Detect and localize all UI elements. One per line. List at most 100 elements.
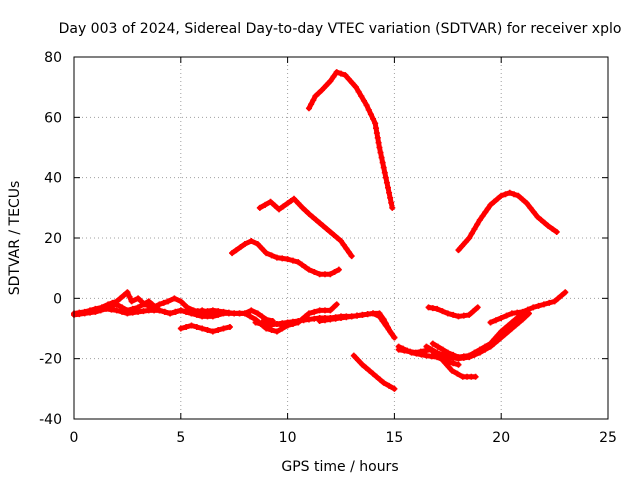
x-tick-label: 15 <box>385 430 403 446</box>
x-tick-label: 10 <box>279 430 297 446</box>
data-point-marker <box>140 308 147 315</box>
data-point-marker <box>523 200 530 207</box>
data-point-marker <box>305 316 312 323</box>
data-point-marker <box>535 302 542 309</box>
data-point-marker <box>512 322 519 329</box>
data-point-marker <box>377 376 384 383</box>
data-point-marker <box>129 305 136 312</box>
data-point-marker <box>81 310 88 317</box>
data-point-marker <box>383 179 390 186</box>
data-point-marker <box>327 271 334 278</box>
data-point-marker <box>459 243 466 250</box>
data-point-marker <box>335 266 342 273</box>
data-point-marker <box>160 299 167 306</box>
data-point-marker <box>501 325 508 332</box>
data-point-marker <box>167 310 174 317</box>
data-point-marker <box>378 154 385 161</box>
data-point-marker <box>76 311 83 318</box>
data-point-marker <box>482 209 489 216</box>
chart-title: Day 003 of 2024, Sidereal Day-to-day VTE… <box>59 21 622 37</box>
data-point-marker <box>506 189 513 196</box>
data-point-marker <box>487 340 494 347</box>
data-point-marker <box>524 306 531 313</box>
data-point-marker <box>359 361 366 368</box>
data-point-marker <box>454 370 461 377</box>
data-point-marker <box>508 319 515 326</box>
series-line <box>229 238 342 277</box>
data-point-marker <box>343 314 350 321</box>
data-point-marker <box>311 308 318 315</box>
data-point-marker <box>391 334 398 341</box>
data-point-marker <box>474 221 481 228</box>
data-point-marker <box>164 298 171 305</box>
data-point-marker <box>262 201 269 208</box>
data-point-marker <box>364 311 371 318</box>
data-point-marker <box>546 299 553 306</box>
data-point-marker <box>428 346 435 353</box>
data-point-marker <box>428 353 435 360</box>
data-point-marker <box>312 93 319 100</box>
data-point-marker <box>284 256 291 263</box>
data-point-marker <box>439 346 446 353</box>
series-arc-11 <box>305 69 396 211</box>
data-point-marker <box>471 225 478 232</box>
data-point-marker <box>515 192 522 199</box>
series-arc-8 <box>350 352 398 392</box>
data-point-marker <box>209 310 216 317</box>
data-point-marker <box>382 320 389 327</box>
data-point-marker <box>177 325 184 332</box>
data-point-marker <box>321 317 328 324</box>
data-point-marker <box>376 144 383 151</box>
data-point-marker <box>434 343 441 350</box>
data-point-marker <box>472 373 479 380</box>
data-point-marker <box>450 351 457 358</box>
data-series <box>71 69 569 392</box>
data-point-marker <box>348 253 355 260</box>
y-tick-label: -40 <box>39 412 62 428</box>
data-point-marker <box>445 363 452 370</box>
series-arc-10 <box>256 195 355 260</box>
data-point-marker <box>534 213 541 220</box>
data-point-marker <box>346 249 353 256</box>
data-point-marker <box>247 313 254 320</box>
data-point-marker <box>327 78 334 85</box>
data-point-marker <box>366 367 373 374</box>
data-point-marker <box>423 352 430 359</box>
data-point-marker <box>417 348 424 355</box>
y-axis-ticks: -40 -20 0 20 40 60 80 <box>39 50 608 428</box>
data-point-marker <box>373 125 380 132</box>
data-point-marker <box>152 304 159 311</box>
data-point-marker <box>505 328 512 335</box>
data-point-marker <box>289 257 296 264</box>
series-arc-15 <box>429 310 526 361</box>
data-point-marker <box>241 310 248 317</box>
data-point-marker <box>117 295 124 302</box>
data-point-marker <box>256 204 263 211</box>
data-point-marker <box>177 307 184 314</box>
data-point-marker <box>273 320 280 327</box>
data-point-marker <box>333 69 340 76</box>
data-point-marker <box>145 298 152 305</box>
data-point-marker <box>468 230 475 237</box>
data-point-marker <box>128 298 135 305</box>
data-point-marker <box>310 97 317 104</box>
data-point-marker <box>429 340 436 347</box>
data-point-marker <box>156 307 163 314</box>
data-point-marker <box>372 120 379 127</box>
data-point-marker <box>343 245 350 252</box>
data-point-marker <box>380 164 387 171</box>
data-point-marker <box>271 202 278 209</box>
data-point-marker <box>460 353 467 360</box>
data-point-marker <box>268 327 275 334</box>
data-point-marker <box>308 101 315 108</box>
data-point-marker <box>305 310 312 317</box>
data-point-marker <box>355 357 362 364</box>
data-point-marker <box>254 241 261 248</box>
data-point-marker <box>226 323 233 330</box>
data-point-marker <box>423 343 430 350</box>
data-point-marker <box>342 72 349 79</box>
data-point-marker <box>291 195 298 202</box>
data-point-marker <box>334 235 341 241</box>
data-point-marker <box>252 319 259 326</box>
data-point-marker <box>401 347 408 354</box>
